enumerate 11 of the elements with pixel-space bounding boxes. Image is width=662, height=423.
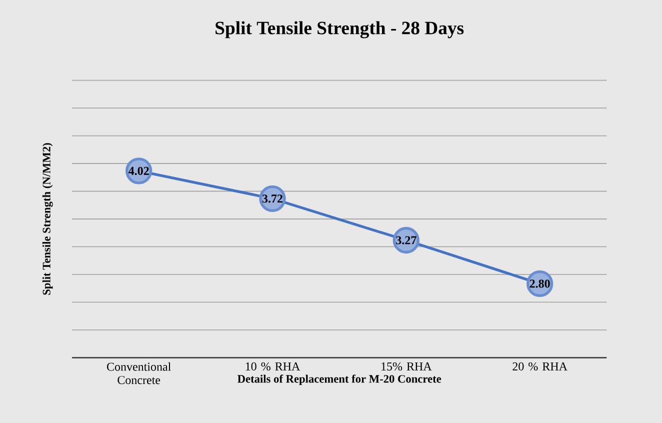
chart-title: Split Tensile Strength - 28 Days — [216, 21, 464, 38]
data-label: 3.27 — [396, 236, 416, 244]
data-label: 4.02 — [128, 166, 149, 175]
data-label: 3.72 — [262, 194, 282, 203]
x-tick-label: 15% RHA — [382, 362, 432, 371]
x-axis-title: Details of Replacement for M-20 Concrete — [238, 374, 442, 386]
x-tick-label: 20 % RHA — [512, 362, 568, 371]
y-axis-title: Split Tensile Strength (N/MM2) — [42, 143, 53, 295]
x-tick-label: Conventional Concrete — [107, 362, 171, 384]
x-tick-label: 10 % RHA — [246, 362, 300, 371]
data-label: 2.80 — [530, 280, 550, 288]
